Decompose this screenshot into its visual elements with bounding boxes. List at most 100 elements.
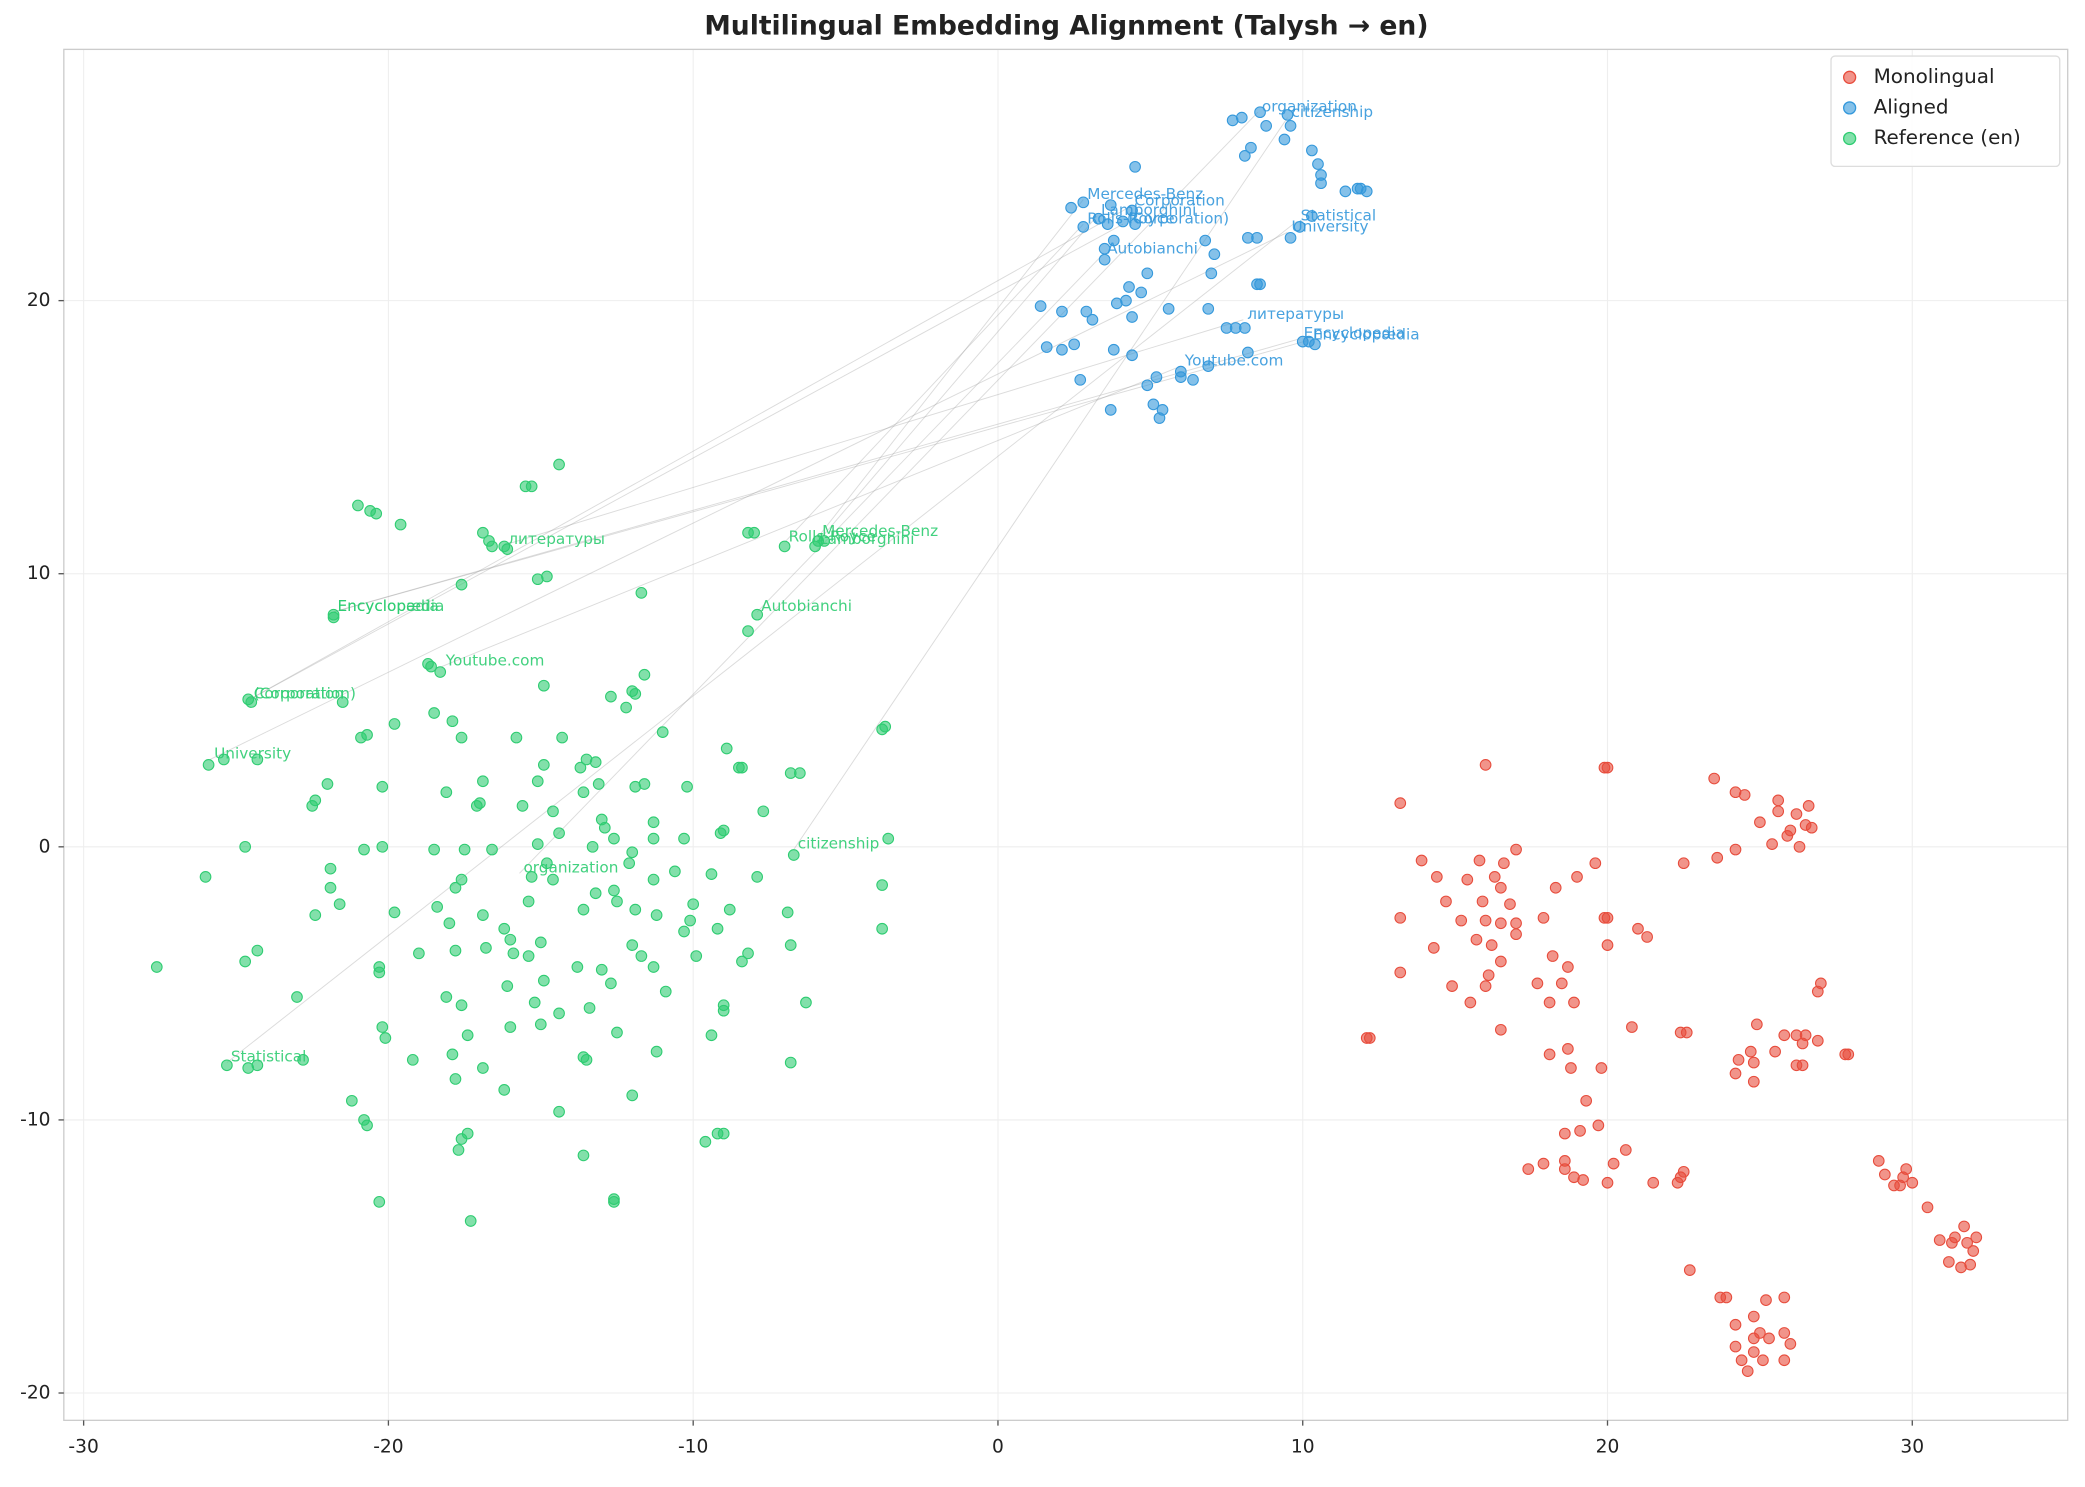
point bbox=[1394, 797, 1407, 809]
point bbox=[1251, 231, 1263, 244]
point bbox=[376, 780, 389, 793]
annotation: University bbox=[214, 745, 291, 763]
point bbox=[1056, 343, 1068, 356]
point bbox=[361, 1119, 373, 1132]
point bbox=[592, 778, 605, 790]
annotation: Statistical bbox=[231, 1048, 307, 1066]
point bbox=[1129, 160, 1141, 173]
point bbox=[635, 950, 648, 962]
point bbox=[635, 586, 648, 599]
point bbox=[1504, 898, 1516, 911]
annotation: литературы bbox=[1247, 305, 1344, 323]
point bbox=[1284, 231, 1297, 244]
point bbox=[1878, 1168, 1891, 1181]
point bbox=[589, 887, 602, 900]
point bbox=[1150, 371, 1163, 383]
point bbox=[477, 775, 489, 788]
point bbox=[1245, 141, 1257, 154]
annotation: Rolls-Royce bbox=[789, 528, 876, 546]
point bbox=[1872, 1155, 1885, 1167]
point bbox=[553, 458, 565, 471]
point bbox=[638, 668, 651, 681]
point bbox=[1034, 300, 1047, 312]
point bbox=[678, 832, 690, 845]
annotation: Statistical bbox=[1301, 207, 1377, 225]
annotation: Lamborghini bbox=[819, 530, 914, 548]
point bbox=[605, 977, 617, 990]
point bbox=[327, 611, 340, 624]
point bbox=[556, 731, 568, 744]
point bbox=[742, 625, 754, 637]
point bbox=[455, 578, 468, 591]
point bbox=[455, 731, 468, 744]
point bbox=[638, 778, 651, 790]
point bbox=[598, 821, 611, 834]
point bbox=[1677, 1165, 1690, 1178]
point bbox=[1763, 1332, 1775, 1345]
point bbox=[1080, 305, 1093, 318]
point bbox=[1619, 1144, 1632, 1156]
point bbox=[1568, 996, 1580, 1009]
point bbox=[781, 906, 794, 919]
point bbox=[1107, 234, 1120, 247]
point bbox=[595, 963, 608, 976]
point bbox=[528, 996, 541, 1009]
point bbox=[477, 909, 489, 921]
point bbox=[1510, 843, 1522, 856]
point bbox=[251, 1059, 264, 1072]
point bbox=[678, 925, 690, 938]
point bbox=[1796, 1059, 1809, 1072]
point bbox=[477, 526, 489, 539]
x-tick-label: 30 bbox=[1900, 1436, 1924, 1457]
point bbox=[1747, 1310, 1760, 1323]
point bbox=[705, 868, 718, 880]
legend-marker bbox=[1842, 101, 1857, 115]
point bbox=[1601, 939, 1614, 951]
y-tick-label: 10 bbox=[27, 563, 51, 584]
point bbox=[1626, 1021, 1638, 1033]
annotation: citizenship bbox=[1291, 103, 1373, 121]
point bbox=[498, 540, 511, 553]
point bbox=[1720, 1291, 1733, 1304]
annotations: organizationcitizenshipMercedes-BenzCorp… bbox=[214, 97, 1420, 1065]
point bbox=[1647, 1176, 1660, 1189]
point bbox=[1790, 808, 1803, 820]
point bbox=[1485, 939, 1498, 951]
points bbox=[150, 106, 1983, 1378]
point bbox=[647, 961, 660, 973]
x-tick-label: 10 bbox=[1291, 1436, 1315, 1457]
point bbox=[629, 903, 642, 916]
point bbox=[1677, 857, 1690, 870]
point bbox=[1254, 106, 1266, 119]
point bbox=[1589, 857, 1602, 870]
point bbox=[1086, 313, 1099, 326]
point bbox=[1254, 278, 1266, 291]
point bbox=[1126, 311, 1138, 323]
point bbox=[1565, 1062, 1577, 1074]
point bbox=[1427, 942, 1440, 954]
point bbox=[1805, 821, 1818, 834]
point bbox=[428, 707, 440, 719]
point bbox=[656, 726, 669, 738]
point bbox=[1592, 1119, 1605, 1132]
point bbox=[1793, 840, 1806, 853]
point bbox=[1117, 215, 1129, 228]
point bbox=[498, 922, 511, 935]
point bbox=[345, 1094, 358, 1107]
point bbox=[1558, 1163, 1571, 1175]
point bbox=[1510, 928, 1522, 941]
point bbox=[1199, 234, 1212, 247]
point bbox=[589, 756, 602, 769]
point bbox=[1757, 1354, 1769, 1367]
point bbox=[611, 1026, 623, 1039]
point bbox=[1766, 838, 1778, 850]
legend-label: Reference (en) bbox=[1874, 125, 2021, 149]
annotation: (Corporation) bbox=[254, 685, 356, 703]
point bbox=[1738, 789, 1751, 801]
point bbox=[583, 1002, 596, 1014]
point bbox=[446, 1048, 459, 1061]
point bbox=[510, 731, 523, 744]
point bbox=[1729, 843, 1742, 856]
point bbox=[736, 955, 748, 968]
annotation: Mercedes-Benz bbox=[822, 522, 938, 540]
